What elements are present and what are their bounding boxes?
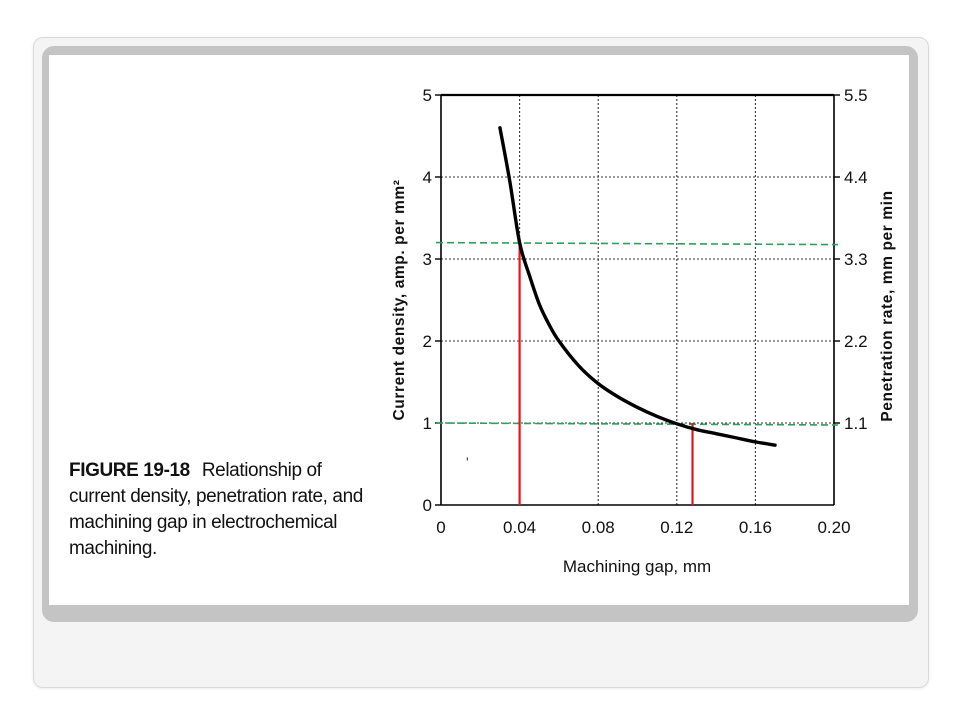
y2-tick-label: 1.1 <box>844 414 868 433</box>
y2-axis-title: Penetration rate, mm per min <box>879 190 896 421</box>
x-tick-label: 0.16 <box>739 518 772 537</box>
y-tick-label: 1 <box>423 414 432 433</box>
figure-label: FIGURE 19-18 <box>69 460 190 481</box>
y2-tick-label: 5.5 <box>844 86 868 105</box>
reference-line-horizontal <box>435 241 839 246</box>
slide-panel <box>49 55 909 605</box>
chart-reference-lines <box>435 241 839 505</box>
x-tick-label: 0.04 <box>503 518 536 537</box>
stray-mark: ' <box>466 454 469 470</box>
x-axis-title: Machining gap, mm <box>563 557 711 576</box>
chart-series <box>498 126 777 447</box>
x-tick-label: 0.08 <box>582 518 615 537</box>
x-tick-label: 0 <box>436 518 445 537</box>
figure-caption-text: Relationship of current density, penetra… <box>69 460 363 559</box>
x-tick-label: 0.20 <box>817 518 850 537</box>
series-line <box>498 126 777 447</box>
figure-caption: FIGURE 19-18 Relationship of current dens… <box>69 458 369 562</box>
y-tick-label: 5 <box>423 86 432 105</box>
y-tick-label: 2 <box>423 332 432 351</box>
chart-labels: Machining gap, mm Current density, amp. … <box>391 86 896 576</box>
y2-tick-label: 4.4 <box>844 168 868 187</box>
y2-tick-label: 3.3 <box>844 250 868 269</box>
y2-tick-label: 2.2 <box>844 332 868 351</box>
y-axis-title: Current density, amp. per mm² <box>391 179 408 420</box>
y-tick-label: 0 <box>423 496 432 515</box>
chart-grid <box>435 93 840 506</box>
y-tick-label: 3 <box>423 250 432 269</box>
y-tick-label: 4 <box>423 168 432 187</box>
reference-line-horizontal <box>435 422 839 426</box>
x-tick-label: 0.12 <box>660 518 693 537</box>
